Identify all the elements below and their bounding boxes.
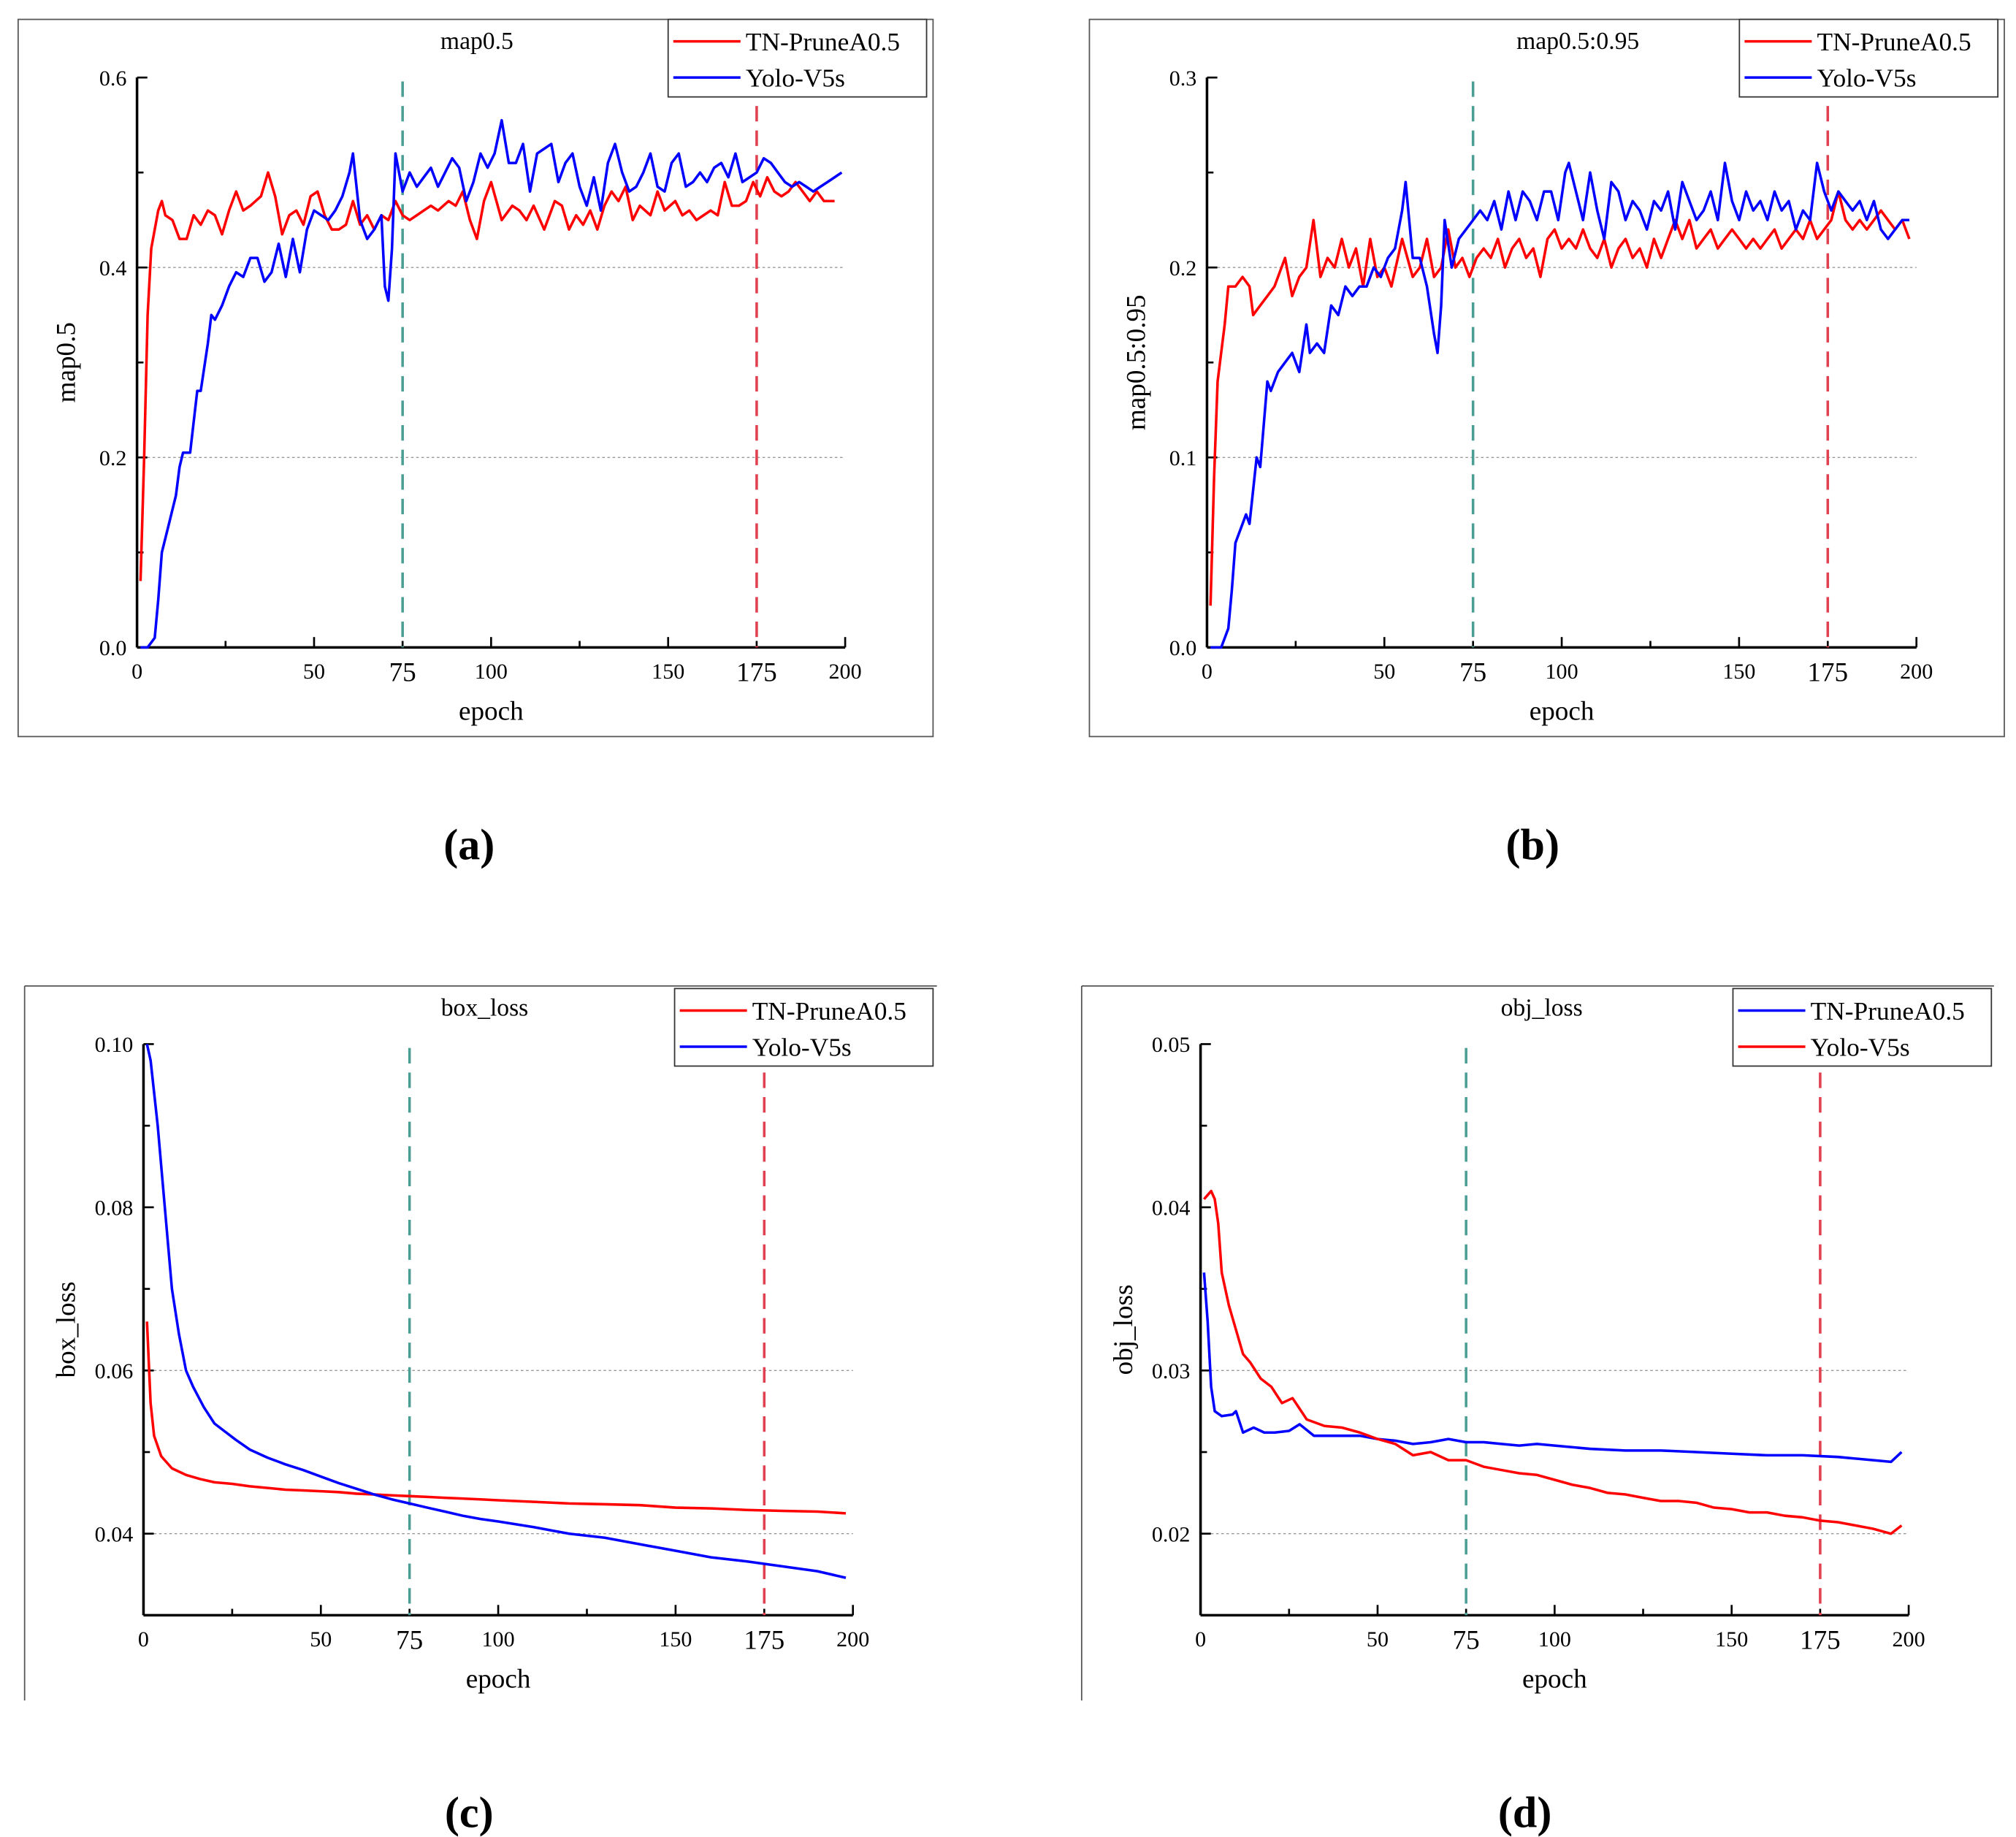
chart-frame xyxy=(1088,18,2005,738)
chart-panel: 0.02 0.03 0.04 0.05 0 50 75 100 150 175 200 obj_los… xyxy=(1080,985,1994,1837)
x-tick-label: 75 xyxy=(389,657,416,687)
series-line-0 xyxy=(1202,1272,1903,1464)
series-line-1 xyxy=(145,1044,847,1579)
chart-title: map0.5:0.95 xyxy=(1516,28,1639,55)
legend-box xyxy=(1738,18,1999,98)
chart-panel: 0.0 0.1 0.2 0.3 0 50 75 100 150 175 200 map0.5:0.95… xyxy=(1088,18,2005,869)
chart-title: map0.5 xyxy=(440,28,513,55)
x-tick-label: 75 xyxy=(396,1625,423,1655)
legend-label: TN-PruneA0.5 xyxy=(1811,996,1965,1026)
x-tick-label: 0 xyxy=(138,1627,149,1651)
x-tick-label: 175 xyxy=(744,1625,784,1655)
x-tick-label: 175 xyxy=(1800,1625,1841,1655)
y-axis-label: map0.5:0.95 xyxy=(1122,294,1152,430)
y-tick-label: 0.2 xyxy=(99,446,127,470)
y-axis-label: map0.5 xyxy=(52,322,82,402)
y-tick-label: 0.04 xyxy=(95,1521,134,1546)
series-line-0 xyxy=(145,1321,847,1515)
y-tick-label: 0.4 xyxy=(99,256,127,280)
legend-box xyxy=(1732,988,1993,1067)
legend-label: Yolo-V5s xyxy=(752,1032,852,1061)
x-tick-label: 200 xyxy=(829,659,862,684)
y-tick-label: 0.0 xyxy=(1169,635,1197,660)
x-tick-label: 50 xyxy=(1367,1627,1389,1651)
x-axis-label: epoch xyxy=(459,696,524,726)
panel-label: (b) xyxy=(1506,820,1560,869)
x-tick-label: 150 xyxy=(1722,659,1755,684)
chart-panel: 0.04 0.06 0.08 0.10 0 50 75 100 150 175 200 box_los… xyxy=(23,985,937,1837)
chart-title: box_loss xyxy=(441,995,529,1022)
x-tick-label: 150 xyxy=(652,659,684,684)
legend-label: TN-PruneA0.5 xyxy=(746,27,900,56)
y-tick-label: 0.04 xyxy=(1152,1195,1191,1220)
legend-label: Yolo-V5s xyxy=(1817,64,1916,93)
x-tick-label: 175 xyxy=(736,657,777,687)
chart-panel: 0.0 0.2 0.4 0.6 0 50 75 100 150 175 200 map0.5 epoch… xyxy=(17,18,934,869)
y-tick-label: 0.06 xyxy=(95,1359,134,1383)
y-tick-label: 0.1 xyxy=(1169,446,1197,470)
x-tick-label: 200 xyxy=(1900,659,1933,684)
y-axis-label: obj_loss xyxy=(1109,1285,1139,1375)
y-tick-label: 0.05 xyxy=(1152,1032,1191,1057)
series-line-1 xyxy=(140,118,843,649)
chart-frame xyxy=(17,18,934,738)
x-tick-label: 0 xyxy=(1202,659,1213,684)
series-line-0 xyxy=(1209,190,1911,606)
x-tick-label: 200 xyxy=(836,1627,869,1651)
y-tick-label: 0.08 xyxy=(95,1195,134,1220)
y-tick-label: 0.03 xyxy=(1152,1359,1191,1383)
legend-label: TN-PruneA0.5 xyxy=(752,996,906,1026)
panel-label: (d) xyxy=(1498,1789,1552,1837)
x-axis-label: epoch xyxy=(1530,696,1595,726)
x-tick-label: 75 xyxy=(1453,1625,1480,1655)
y-tick-label: 0.02 xyxy=(1152,1521,1191,1546)
x-tick-label: 0 xyxy=(131,659,142,684)
y-tick-label: 0.6 xyxy=(99,66,127,91)
x-tick-label: 50 xyxy=(1373,659,1395,684)
x-axis-label: epoch xyxy=(1522,1664,1587,1694)
y-axis-label: box_loss xyxy=(52,1281,82,1378)
series-line-1 xyxy=(1210,161,1909,649)
chart-title: obj_loss xyxy=(1501,995,1583,1022)
y-tick-label: 0.0 xyxy=(99,635,127,660)
x-tick-label: 100 xyxy=(1546,659,1578,684)
x-tick-label: 150 xyxy=(659,1627,692,1651)
x-tick-label: 100 xyxy=(482,1627,515,1651)
legend-box xyxy=(673,988,934,1067)
y-tick-label: 0.10 xyxy=(95,1032,134,1057)
x-tick-label: 200 xyxy=(1893,1627,1925,1651)
series-line-0 xyxy=(139,171,835,581)
legend-label: Yolo-V5s xyxy=(746,64,845,93)
panel-label: (a) xyxy=(443,820,495,869)
series-line-1 xyxy=(1203,1189,1903,1535)
x-axis-label: epoch xyxy=(466,1664,531,1694)
x-tick-label: 100 xyxy=(1538,1627,1571,1651)
x-tick-label: 75 xyxy=(1459,657,1486,687)
legend-box xyxy=(667,18,928,98)
y-tick-label: 0.3 xyxy=(1169,66,1197,91)
y-tick-label: 0.2 xyxy=(1169,256,1197,280)
legend-label: Yolo-V5s xyxy=(1811,1032,1910,1061)
x-tick-label: 175 xyxy=(1807,657,1848,687)
panel-label: (c) xyxy=(445,1789,494,1837)
legend-label: TN-PruneA0.5 xyxy=(1817,27,1971,56)
x-tick-label: 50 xyxy=(310,1627,332,1651)
x-tick-label: 150 xyxy=(1715,1627,1748,1651)
x-tick-label: 100 xyxy=(475,659,508,684)
x-tick-label: 0 xyxy=(1195,1627,1206,1651)
x-tick-label: 50 xyxy=(303,659,325,684)
